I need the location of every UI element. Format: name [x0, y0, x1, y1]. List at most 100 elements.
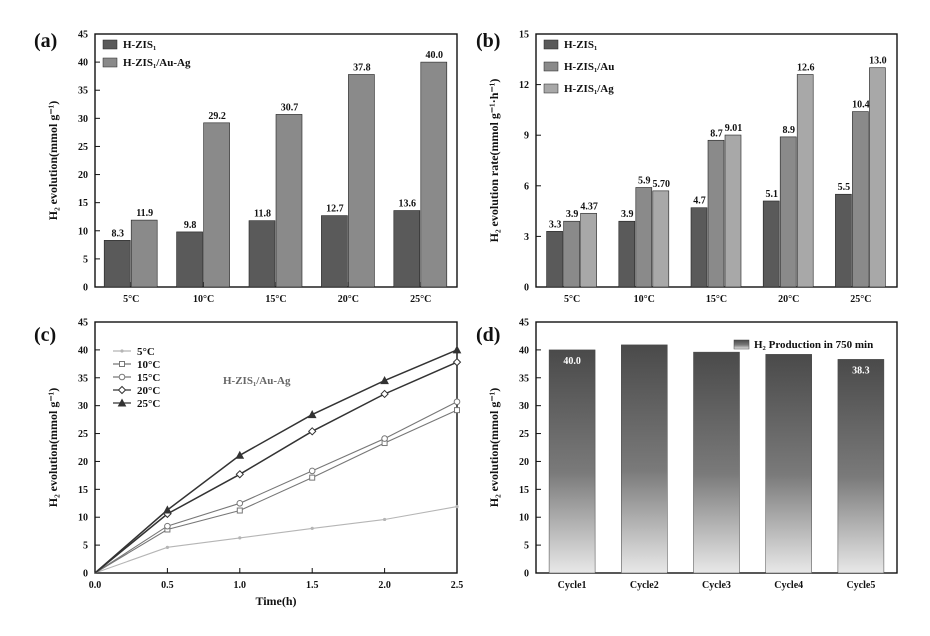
- legend-entry: H-ZIS₁/Au: [564, 61, 614, 73]
- panel-label: (d): [476, 324, 500, 346]
- bar-h-zis-ag: [652, 190, 670, 288]
- bar-h-zis: [176, 231, 203, 288]
- bar-h-zis-au: [635, 187, 653, 288]
- y-tick-label: 5: [83, 254, 88, 265]
- data-point: [163, 505, 172, 514]
- bar-cycle: [621, 344, 668, 574]
- data-point: [452, 357, 462, 367]
- bar-h-zis-ag: [724, 134, 742, 288]
- y-tick-label: 20: [78, 170, 88, 181]
- y-axis-label: H₂ evolution rate(mmol g⁻¹·h⁻¹): [487, 79, 501, 243]
- data-point: [118, 373, 126, 381]
- y-tick-label: 5: [524, 541, 529, 552]
- x-tick-label: Cycle5: [846, 580, 875, 591]
- data-label: 40.0: [426, 50, 444, 61]
- x-tick-label: 10°C: [634, 294, 655, 305]
- x-tick-label: 25°C: [410, 294, 431, 305]
- panel-label: (c): [34, 324, 56, 346]
- bar-h-zis: [690, 207, 708, 288]
- bar-cycle: [837, 359, 885, 574]
- y-tick-label: 45: [78, 30, 88, 41]
- x-tick-label: 5°C: [564, 294, 580, 305]
- data-point: [164, 522, 171, 530]
- bar-h-zis-au-ag: [348, 74, 375, 288]
- x-tick-label: 2.0: [378, 580, 391, 591]
- y-axis-label: H₂ evolution(mmol g⁻¹): [46, 388, 60, 508]
- data-label: 30.7: [281, 102, 299, 113]
- bar-h-zis-au-ag: [203, 122, 230, 288]
- y-tick-label: 0: [524, 283, 529, 294]
- data-point: [120, 349, 124, 353]
- data-label: 5.70: [653, 179, 671, 190]
- data-label: 3.9: [621, 209, 634, 220]
- bar-cycle: [765, 354, 812, 574]
- y-tick-label: 40: [78, 345, 88, 356]
- data-point: [307, 410, 317, 419]
- x-tick-label: 15°C: [706, 294, 727, 305]
- data-label: 13.0: [869, 56, 887, 67]
- x-tick-label: 1.5: [306, 580, 319, 591]
- data-label: 5.9: [638, 175, 651, 186]
- data-label: 13.6: [399, 199, 417, 210]
- data-label: 11.9: [136, 208, 153, 219]
- bar-h-zis-au: [779, 136, 797, 288]
- bar-cycle: [693, 351, 740, 574]
- bar-h-zis-ag: [869, 67, 886, 288]
- y-axis-label: H₂ evolution(mmol g⁻¹): [487, 388, 501, 508]
- data-point: [236, 499, 244, 507]
- data-point: [454, 407, 460, 414]
- x-tick-label: 5°C: [123, 294, 139, 305]
- y-tick-label: 30: [519, 401, 529, 412]
- data-point: [380, 389, 389, 399]
- y-tick-label: 15: [78, 485, 88, 496]
- legend-entry: H₂ Production in 750 min: [754, 339, 873, 351]
- legend-swatch: [102, 39, 118, 50]
- data-label: 5.1: [765, 189, 778, 200]
- bar-h-zis-au-ag: [275, 114, 303, 288]
- bar-h-zis-au-ag: [130, 219, 158, 288]
- bar-h-zis: [103, 240, 131, 288]
- x-tick-label: Cycle1: [558, 580, 587, 591]
- data-point: [308, 467, 316, 475]
- data-point: [310, 526, 314, 530]
- data-label: 9.8: [184, 220, 197, 231]
- y-tick-label: 30: [78, 114, 88, 125]
- data-label: 10.4: [852, 100, 870, 111]
- x-tick-label: 0.0: [89, 580, 102, 591]
- legend-entry: 15°C: [137, 372, 160, 384]
- y-tick-label: 3: [524, 232, 529, 243]
- data-label: 40.0: [563, 356, 581, 367]
- data-point: [380, 376, 389, 385]
- y-tick-label: 45: [519, 318, 529, 329]
- bar-cycle: [548, 349, 596, 574]
- legend-entry: H-ZIS₁: [564, 39, 597, 51]
- y-tick-label: 0: [524, 569, 529, 580]
- y-tick-label: 25: [78, 429, 88, 440]
- y-tick-label: 40: [519, 345, 529, 356]
- y-tick-label: 30: [78, 401, 88, 412]
- data-label: 9.01: [725, 123, 743, 134]
- bar-h-zis-au: [852, 111, 869, 288]
- data-label: 4.37: [580, 201, 598, 212]
- bar-h-zis: [762, 200, 780, 288]
- legend-entry: 5°C: [137, 346, 155, 358]
- bar-h-zis-au-ag: [420, 61, 448, 288]
- legend-entry: H-ZIS₁/Au-Ag: [123, 57, 191, 69]
- data-point: [309, 474, 316, 481]
- legend-swatch: [733, 339, 750, 350]
- bar-h-zis: [835, 193, 852, 288]
- series-line-1: [94, 409, 458, 574]
- chart-annotation: H-ZIS₁/Au-Ag: [223, 375, 291, 387]
- data-point: [307, 427, 317, 436]
- bar-h-zis: [546, 231, 563, 288]
- x-tick-label: Cycle2: [630, 580, 659, 591]
- x-axis-label: Time(h): [255, 594, 296, 608]
- data-point: [119, 361, 125, 367]
- legend-swatch: [543, 61, 559, 72]
- data-label: 37.8: [353, 62, 371, 73]
- y-tick-label: 15: [519, 485, 529, 496]
- y-tick-label: 40: [78, 58, 88, 69]
- data-point: [117, 385, 127, 395]
- data-label: 8.9: [782, 125, 795, 136]
